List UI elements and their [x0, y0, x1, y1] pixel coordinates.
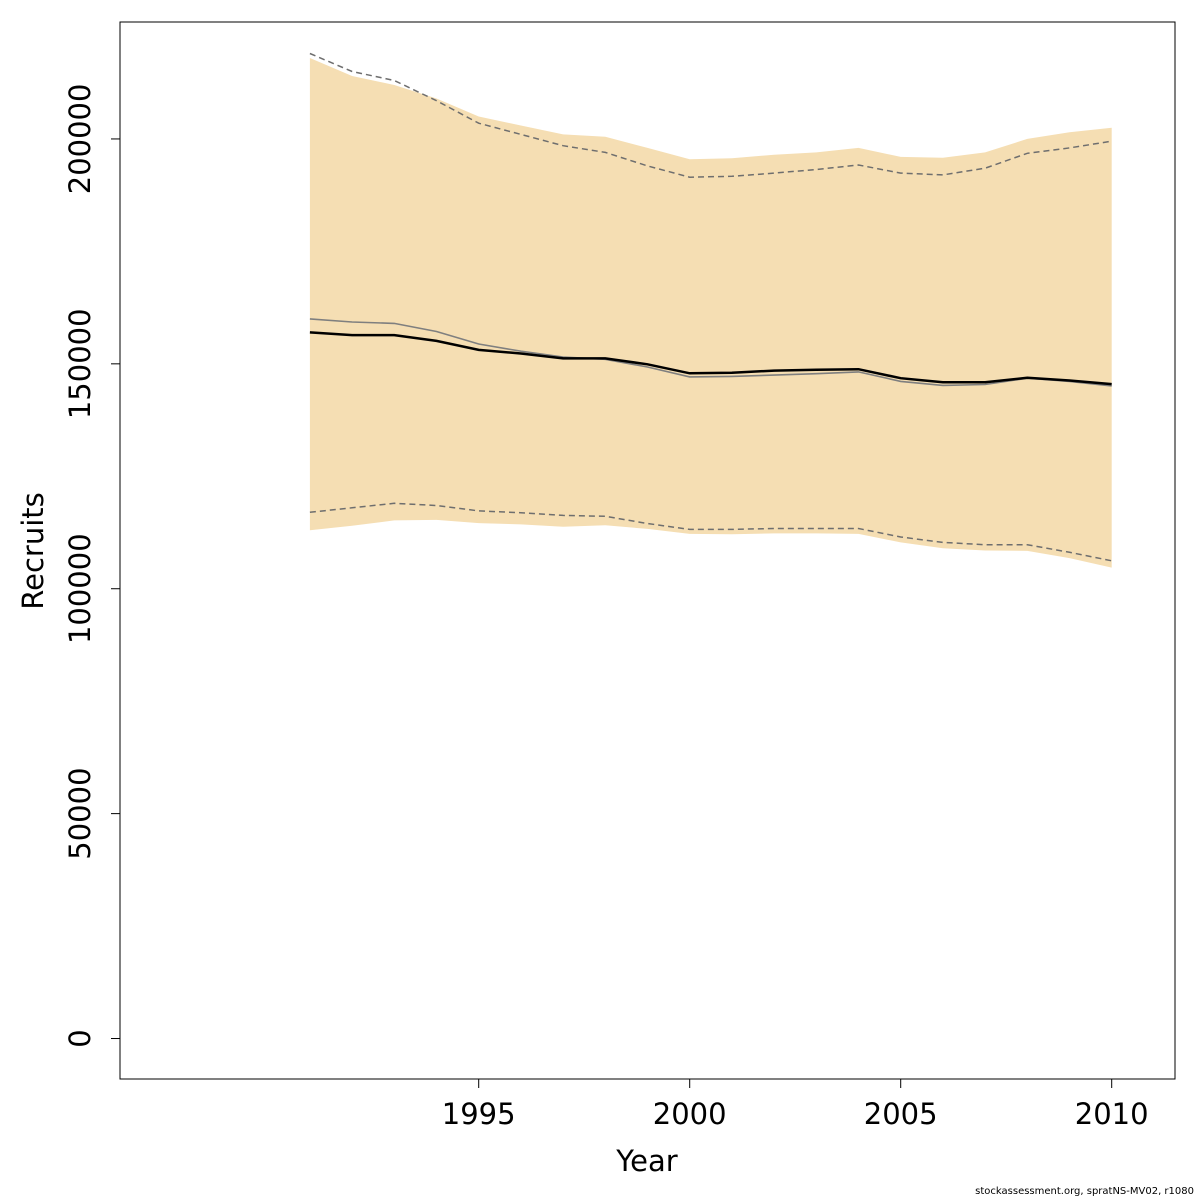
series-line-estimate: [309, 331, 1112, 386]
x-tick-label: 2000: [653, 1097, 727, 1131]
x-axis-title: Year: [615, 1144, 677, 1178]
y-tick-label: 50000: [63, 767, 97, 859]
y-axis: 0 50000 100000 150000 200000: [63, 84, 120, 1048]
footer-credit: stockassessment.org, spratNS-MV02, r1080: [975, 1186, 1194, 1197]
x-axis: 1995 2000 2005 2010: [442, 1079, 1149, 1131]
series-line-alternate-estimate: [309, 318, 1112, 387]
confidence-band: [309, 58, 1112, 568]
series-line-upper-bound: [309, 52, 1112, 178]
x-tick-label: 2010: [1075, 1097, 1149, 1131]
y-tick-label: 0: [63, 1029, 97, 1047]
x-tick-label: 2005: [864, 1097, 938, 1131]
y-tick-label: 150000: [63, 308, 97, 419]
series-line-lower-bound: [309, 502, 1112, 562]
y-tick-label: 200000: [63, 84, 97, 195]
y-axis-title: Recruits: [16, 492, 50, 609]
y-tick-label: 100000: [63, 533, 97, 644]
plot-frame: [119, 21, 1176, 1080]
x-tick-label: 1995: [442, 1097, 516, 1131]
